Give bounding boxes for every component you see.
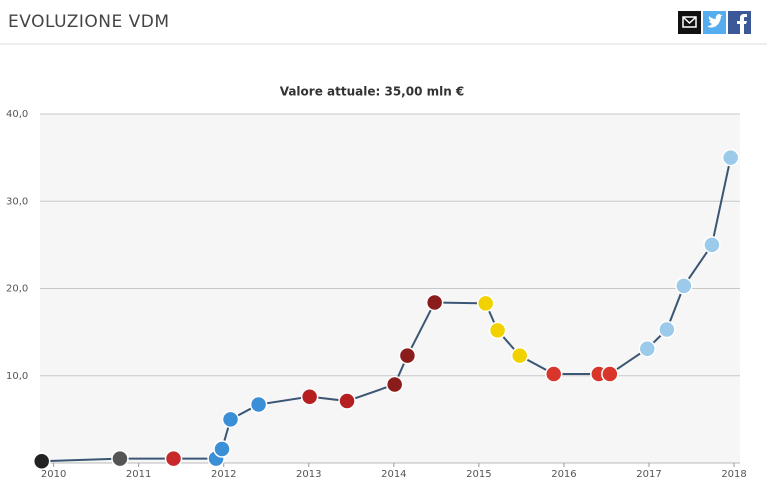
x-tick-label: 2017 xyxy=(636,469,661,480)
club-marker xyxy=(338,392,356,410)
x-tick-label: 2014 xyxy=(381,469,406,480)
club-marker xyxy=(111,449,129,468)
facebook-glyph xyxy=(737,14,747,34)
club-marker xyxy=(601,365,619,383)
club-marker xyxy=(476,294,495,313)
club-marker xyxy=(249,395,268,414)
chart-subtitle: Valore attuale: 35,00 mln € xyxy=(280,85,465,99)
club-marker xyxy=(638,339,657,358)
club-marker xyxy=(425,293,444,312)
club-marker xyxy=(398,346,417,365)
twitter-glyph xyxy=(708,14,723,28)
club-marker xyxy=(703,236,721,254)
club-marker xyxy=(164,449,183,468)
y-tick-label: 10,0 xyxy=(6,371,28,382)
x-tick-label: 2013 xyxy=(296,469,321,480)
email-glyph xyxy=(682,16,697,25)
club-marker xyxy=(488,321,507,340)
club-marker xyxy=(510,346,529,365)
club-marker xyxy=(544,365,563,383)
club-marker xyxy=(213,440,231,458)
x-tick-label: 2012 xyxy=(211,469,236,480)
club-marker xyxy=(221,410,240,429)
share-icons xyxy=(678,11,751,34)
club-marker xyxy=(675,277,693,295)
header-title: EVOLUZIONE VDM xyxy=(8,12,170,32)
x-tick-label: 2016 xyxy=(551,469,576,480)
x-tick-label: 2010 xyxy=(41,469,66,480)
y-tick-label: 20,0 xyxy=(6,284,28,295)
club-marker xyxy=(721,148,740,167)
club-marker xyxy=(32,452,51,471)
club-marker xyxy=(300,387,319,406)
y-tick-label: 40,0 xyxy=(6,109,28,120)
club-marker xyxy=(658,320,676,339)
y-tick-label: 30,0 xyxy=(6,196,28,207)
club-marker xyxy=(385,375,404,394)
email-glyph xyxy=(682,16,697,28)
x-tick-label: 2015 xyxy=(466,469,491,480)
x-tick-label: 2011 xyxy=(126,469,151,480)
x-tick-label: 2018 xyxy=(721,469,746,480)
